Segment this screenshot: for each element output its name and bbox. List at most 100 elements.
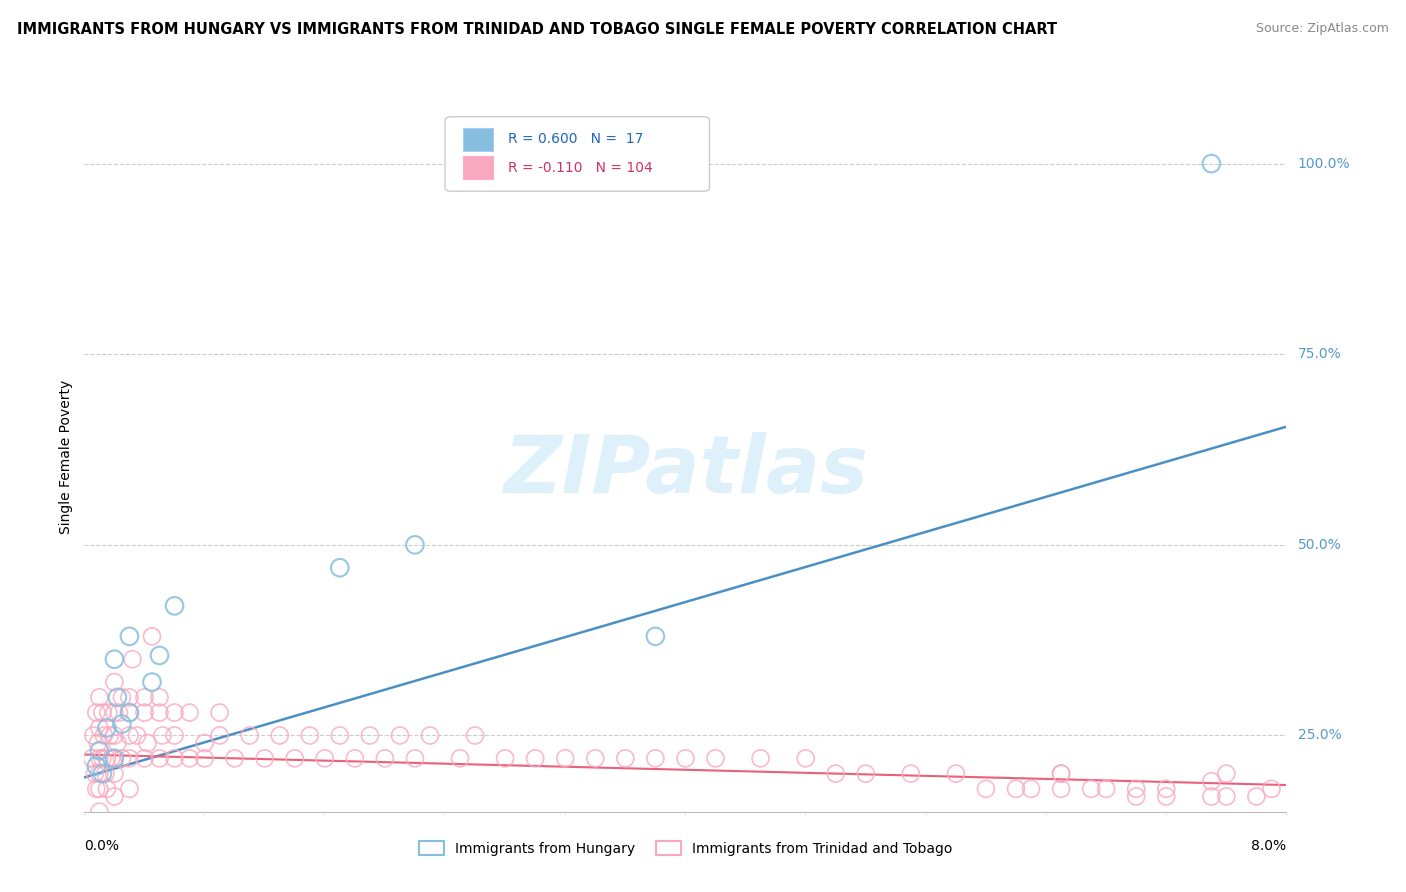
- Point: [494, 751, 516, 765]
- Point: [329, 560, 352, 574]
- Text: 8.0%: 8.0%: [1251, 839, 1286, 854]
- Point: [224, 751, 246, 765]
- Point: [148, 706, 170, 720]
- Point: [107, 736, 129, 750]
- Point: [314, 751, 336, 765]
- Point: [103, 675, 125, 690]
- Point: [404, 751, 426, 765]
- Point: [134, 706, 156, 720]
- Y-axis label: Single Female Poverty: Single Female Poverty: [59, 380, 73, 534]
- Point: [524, 751, 547, 765]
- Point: [111, 717, 134, 731]
- Text: 50.0%: 50.0%: [1298, 538, 1341, 552]
- Point: [419, 729, 441, 743]
- Point: [89, 805, 111, 819]
- Point: [163, 751, 186, 765]
- Point: [343, 751, 366, 765]
- Point: [80, 751, 103, 765]
- Point: [900, 766, 922, 780]
- Point: [163, 599, 186, 613]
- Point: [1201, 789, 1223, 804]
- Text: 75.0%: 75.0%: [1298, 347, 1341, 361]
- Point: [94, 766, 117, 780]
- Point: [388, 729, 411, 743]
- Point: [614, 751, 637, 765]
- Point: [253, 751, 276, 765]
- Text: IMMIGRANTS FROM HUNGARY VS IMMIGRANTS FROM TRINIDAD AND TOBAGO SINGLE FEMALE POV: IMMIGRANTS FROM HUNGARY VS IMMIGRANTS FR…: [17, 22, 1057, 37]
- Point: [96, 721, 118, 735]
- Point: [91, 751, 114, 765]
- Point: [100, 751, 122, 765]
- Point: [1156, 789, 1178, 804]
- Text: Source: ZipAtlas.com: Source: ZipAtlas.com: [1256, 22, 1389, 36]
- Point: [91, 766, 114, 780]
- Point: [134, 751, 156, 765]
- Point: [118, 690, 141, 705]
- Point: [89, 751, 111, 765]
- Point: [89, 690, 111, 705]
- Point: [96, 751, 118, 765]
- Point: [239, 729, 262, 743]
- Text: 0.0%: 0.0%: [84, 839, 120, 854]
- Point: [1125, 789, 1147, 804]
- Point: [794, 751, 817, 765]
- Point: [208, 706, 231, 720]
- Text: 100.0%: 100.0%: [1298, 157, 1350, 170]
- Point: [1050, 766, 1073, 780]
- Point: [374, 751, 396, 765]
- Point: [89, 766, 111, 780]
- Point: [121, 652, 143, 666]
- Point: [179, 751, 201, 765]
- Point: [284, 751, 307, 765]
- Point: [103, 652, 125, 666]
- Point: [86, 781, 108, 796]
- Point: [103, 766, 125, 780]
- Point: [824, 766, 846, 780]
- Point: [108, 706, 131, 720]
- Point: [449, 751, 471, 765]
- Point: [89, 721, 111, 735]
- Point: [1125, 781, 1147, 796]
- Point: [404, 538, 426, 552]
- Point: [1050, 781, 1073, 796]
- Point: [1246, 789, 1268, 804]
- Point: [1215, 789, 1237, 804]
- Point: [103, 751, 125, 765]
- Point: [89, 744, 111, 758]
- Point: [87, 736, 110, 750]
- Point: [118, 706, 141, 720]
- Point: [329, 729, 352, 743]
- Point: [148, 690, 170, 705]
- Point: [103, 751, 125, 765]
- Point: [583, 751, 606, 765]
- Point: [125, 729, 148, 743]
- Point: [118, 751, 141, 765]
- Point: [136, 736, 159, 750]
- Point: [96, 781, 118, 796]
- Point: [269, 729, 291, 743]
- FancyBboxPatch shape: [446, 117, 710, 191]
- Point: [163, 729, 186, 743]
- Point: [1201, 774, 1223, 789]
- Point: [111, 690, 134, 705]
- Point: [152, 729, 174, 743]
- Point: [644, 751, 666, 765]
- Point: [118, 781, 141, 796]
- Text: 25.0%: 25.0%: [1298, 729, 1341, 742]
- Point: [359, 729, 381, 743]
- Point: [86, 759, 108, 773]
- Point: [111, 751, 134, 765]
- Point: [644, 629, 666, 643]
- Point: [141, 675, 163, 690]
- Point: [179, 706, 201, 720]
- Point: [1201, 156, 1223, 170]
- Point: [974, 781, 997, 796]
- Point: [148, 751, 170, 765]
- Point: [86, 706, 108, 720]
- Point: [103, 706, 125, 720]
- Point: [148, 648, 170, 663]
- Point: [91, 706, 114, 720]
- Point: [98, 729, 121, 743]
- Point: [118, 629, 141, 643]
- Point: [464, 729, 486, 743]
